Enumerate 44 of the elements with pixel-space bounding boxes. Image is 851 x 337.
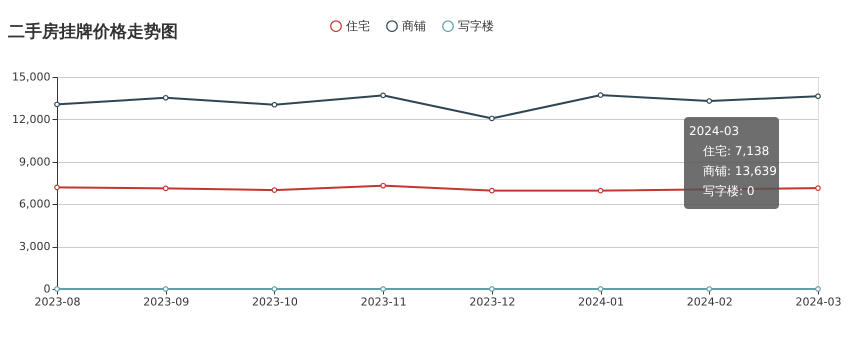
legend-label: 住宅 [345,19,370,34]
point [598,92,604,98]
point [706,98,712,104]
x-tick-label: 2024-01 [578,296,624,308]
annotation: 2024-03 [689,124,740,138]
point [380,286,386,292]
x-tick-label: 2023-08 [34,296,80,308]
point [162,286,169,292]
point [815,286,821,292]
y-tick-label: 3,000 [19,240,50,254]
point [272,187,278,193]
chart-title: 二手房挂牌价格走势图 [8,22,178,42]
y-tick-label: 12,000 [12,112,50,126]
point [162,186,169,192]
point [706,286,712,292]
point [489,286,495,292]
annotation: 写字楼: 0 [703,184,754,198]
annotation: 住宅: 7,138 [702,144,770,158]
x-tick-label: 2023-09 [143,296,190,308]
point [380,182,386,189]
point [272,102,278,108]
y-tick-label: 0 [44,282,50,296]
point [598,286,604,292]
y-tick-label: 9,000 [19,155,50,168]
y-tick-label: 6,000 [19,198,50,211]
point [489,188,495,194]
point [380,92,386,98]
x-tick-label: 2023-12 [469,296,516,308]
point [272,286,278,292]
x-tick-label: 2024-03 [796,296,842,308]
legend-label: 商铺 [402,19,426,34]
legend-label: 写字楼 [458,19,494,34]
point [815,93,821,100]
x-tick-label: 2023-10 [252,296,298,308]
point [489,116,495,122]
point [598,188,604,194]
x-tick-label: 2023-11 [360,296,407,308]
point [54,184,60,190]
point [815,185,821,191]
y-tick-label: 15,000 [12,70,50,84]
point [162,94,169,101]
x-tick-label: 2024-02 [686,296,733,308]
annotation: 商铺: 13,639 [703,164,777,178]
point [54,102,60,108]
